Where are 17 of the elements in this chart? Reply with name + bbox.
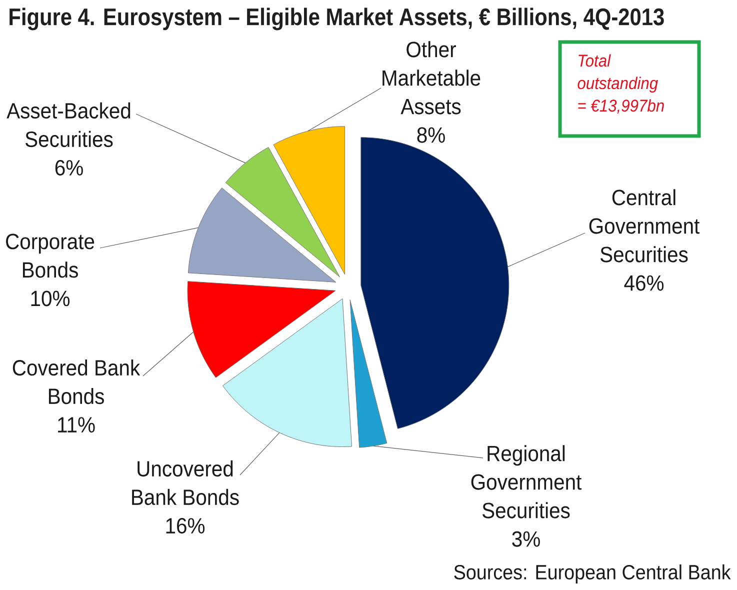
data-label: 11% — [58, 417, 95, 433]
source-note: Sources: European Central Bank — [454, 564, 731, 584]
slice-label: Covered Bank Bonds — [12, 359, 140, 404]
slice-label: Asset-Backed Securities — [6, 102, 130, 148]
data-label: 10% — [31, 290, 70, 306]
data-label: 16% — [166, 518, 205, 534]
data-label: 3% — [512, 531, 540, 547]
text: Total outstanding = €13,997bn — [578, 54, 664, 114]
data-label: 8% — [417, 127, 445, 143]
slice-label: Uncovered Bank Bonds — [132, 460, 239, 506]
slice-label: Regional Government Securities — [471, 445, 582, 518]
data-label: 6% — [55, 160, 83, 176]
chart-title: Figure 4. Eurosystem – Eligible Market Assets, € Billions, 4Q-2013 — [10, 8, 664, 30]
slice-label: Other Marketable Assets — [382, 41, 480, 114]
data-label: 46% — [624, 275, 664, 291]
slice-label: Corporate Bonds — [6, 234, 94, 278]
slice-label: Central Government Securities — [589, 189, 700, 262]
